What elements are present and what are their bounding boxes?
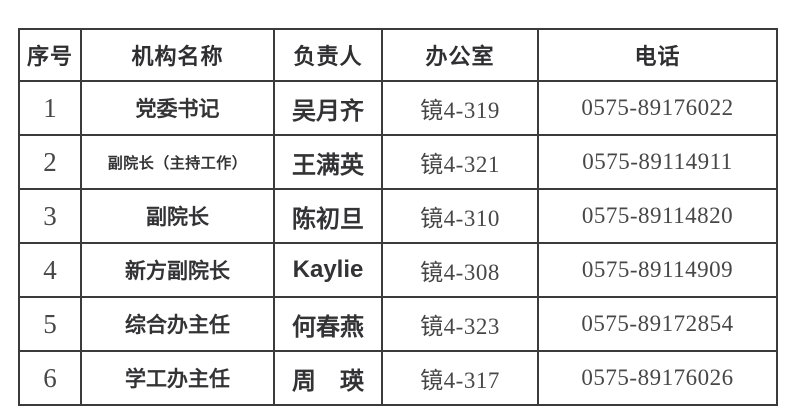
cell-no: 6 xyxy=(18,350,82,406)
cell-no: 5 xyxy=(18,296,82,352)
cell-office: 镜4-319 xyxy=(381,80,539,136)
cell-office: 镜4-310 xyxy=(381,188,539,244)
table-body: 1 党委书记 吴月齐 镜4-319 0575-89176022 2 副院长（主持… xyxy=(18,80,778,406)
cell-org: 副院长（主持工作） xyxy=(80,134,275,190)
cell-no: 1 xyxy=(18,80,82,136)
cell-org: 新方副院长 xyxy=(80,242,275,298)
cell-org: 综合办主任 xyxy=(80,296,275,352)
cell-office: 镜4-323 xyxy=(381,296,539,352)
header-office: 办公室 xyxy=(381,28,539,82)
header-org: 机构名称 xyxy=(80,28,275,82)
cell-phone: 0575-89114909 xyxy=(537,242,778,298)
header-row: 序号 机构名称 负责人 办公室 电话 xyxy=(18,28,778,82)
cell-person: 周 瑛 xyxy=(273,350,383,406)
cell-phone: 0575-89114820 xyxy=(537,188,778,244)
cell-office: 镜4-321 xyxy=(381,134,539,190)
cell-office: 镜4-308 xyxy=(381,242,539,298)
cell-no: 3 xyxy=(18,188,82,244)
contact-table: 序号 机构名称 负责人 办公室 电话 1 党委书记 吴月齐 镜4-319 057… xyxy=(18,28,778,406)
table-row: 4 新方副院长 Kaylie 镜4-308 0575-89114909 xyxy=(18,242,778,298)
table-row: 3 副院长 陈初旦 镜4-310 0575-89114820 xyxy=(18,188,778,244)
cell-person: 吴月齐 xyxy=(273,80,383,136)
cell-phone: 0575-89172854 xyxy=(537,296,778,352)
cell-phone: 0575-89176026 xyxy=(537,350,778,406)
cell-person: 何春燕 xyxy=(273,296,383,352)
table-row: 1 党委书记 吴月齐 镜4-319 0575-89176022 xyxy=(18,80,778,136)
cell-phone: 0575-89176022 xyxy=(537,80,778,136)
cell-person: 陈初旦 xyxy=(273,188,383,244)
header-no: 序号 xyxy=(18,28,82,82)
header-person: 负责人 xyxy=(273,28,383,82)
table-row: 6 学工办主任 周 瑛 镜4-317 0575-89176026 xyxy=(18,350,778,406)
cell-office: 镜4-317 xyxy=(381,350,539,406)
cell-person: 王满英 xyxy=(273,134,383,190)
cell-no: 2 xyxy=(18,134,82,190)
cell-org: 副院长 xyxy=(80,188,275,244)
table-row: 5 综合办主任 何春燕 镜4-323 0575-89172854 xyxy=(18,296,778,352)
cell-person: Kaylie xyxy=(273,242,383,298)
cell-org: 学工办主任 xyxy=(80,350,275,406)
header-phone: 电话 xyxy=(537,28,778,82)
cell-no: 4 xyxy=(18,242,82,298)
table-header: 序号 机构名称 负责人 办公室 电话 xyxy=(18,28,778,82)
cell-phone: 0575-89114911 xyxy=(537,134,778,190)
table-row: 2 副院长（主持工作） 王满英 镜4-321 0575-89114911 xyxy=(18,134,778,190)
cell-org: 党委书记 xyxy=(80,80,275,136)
